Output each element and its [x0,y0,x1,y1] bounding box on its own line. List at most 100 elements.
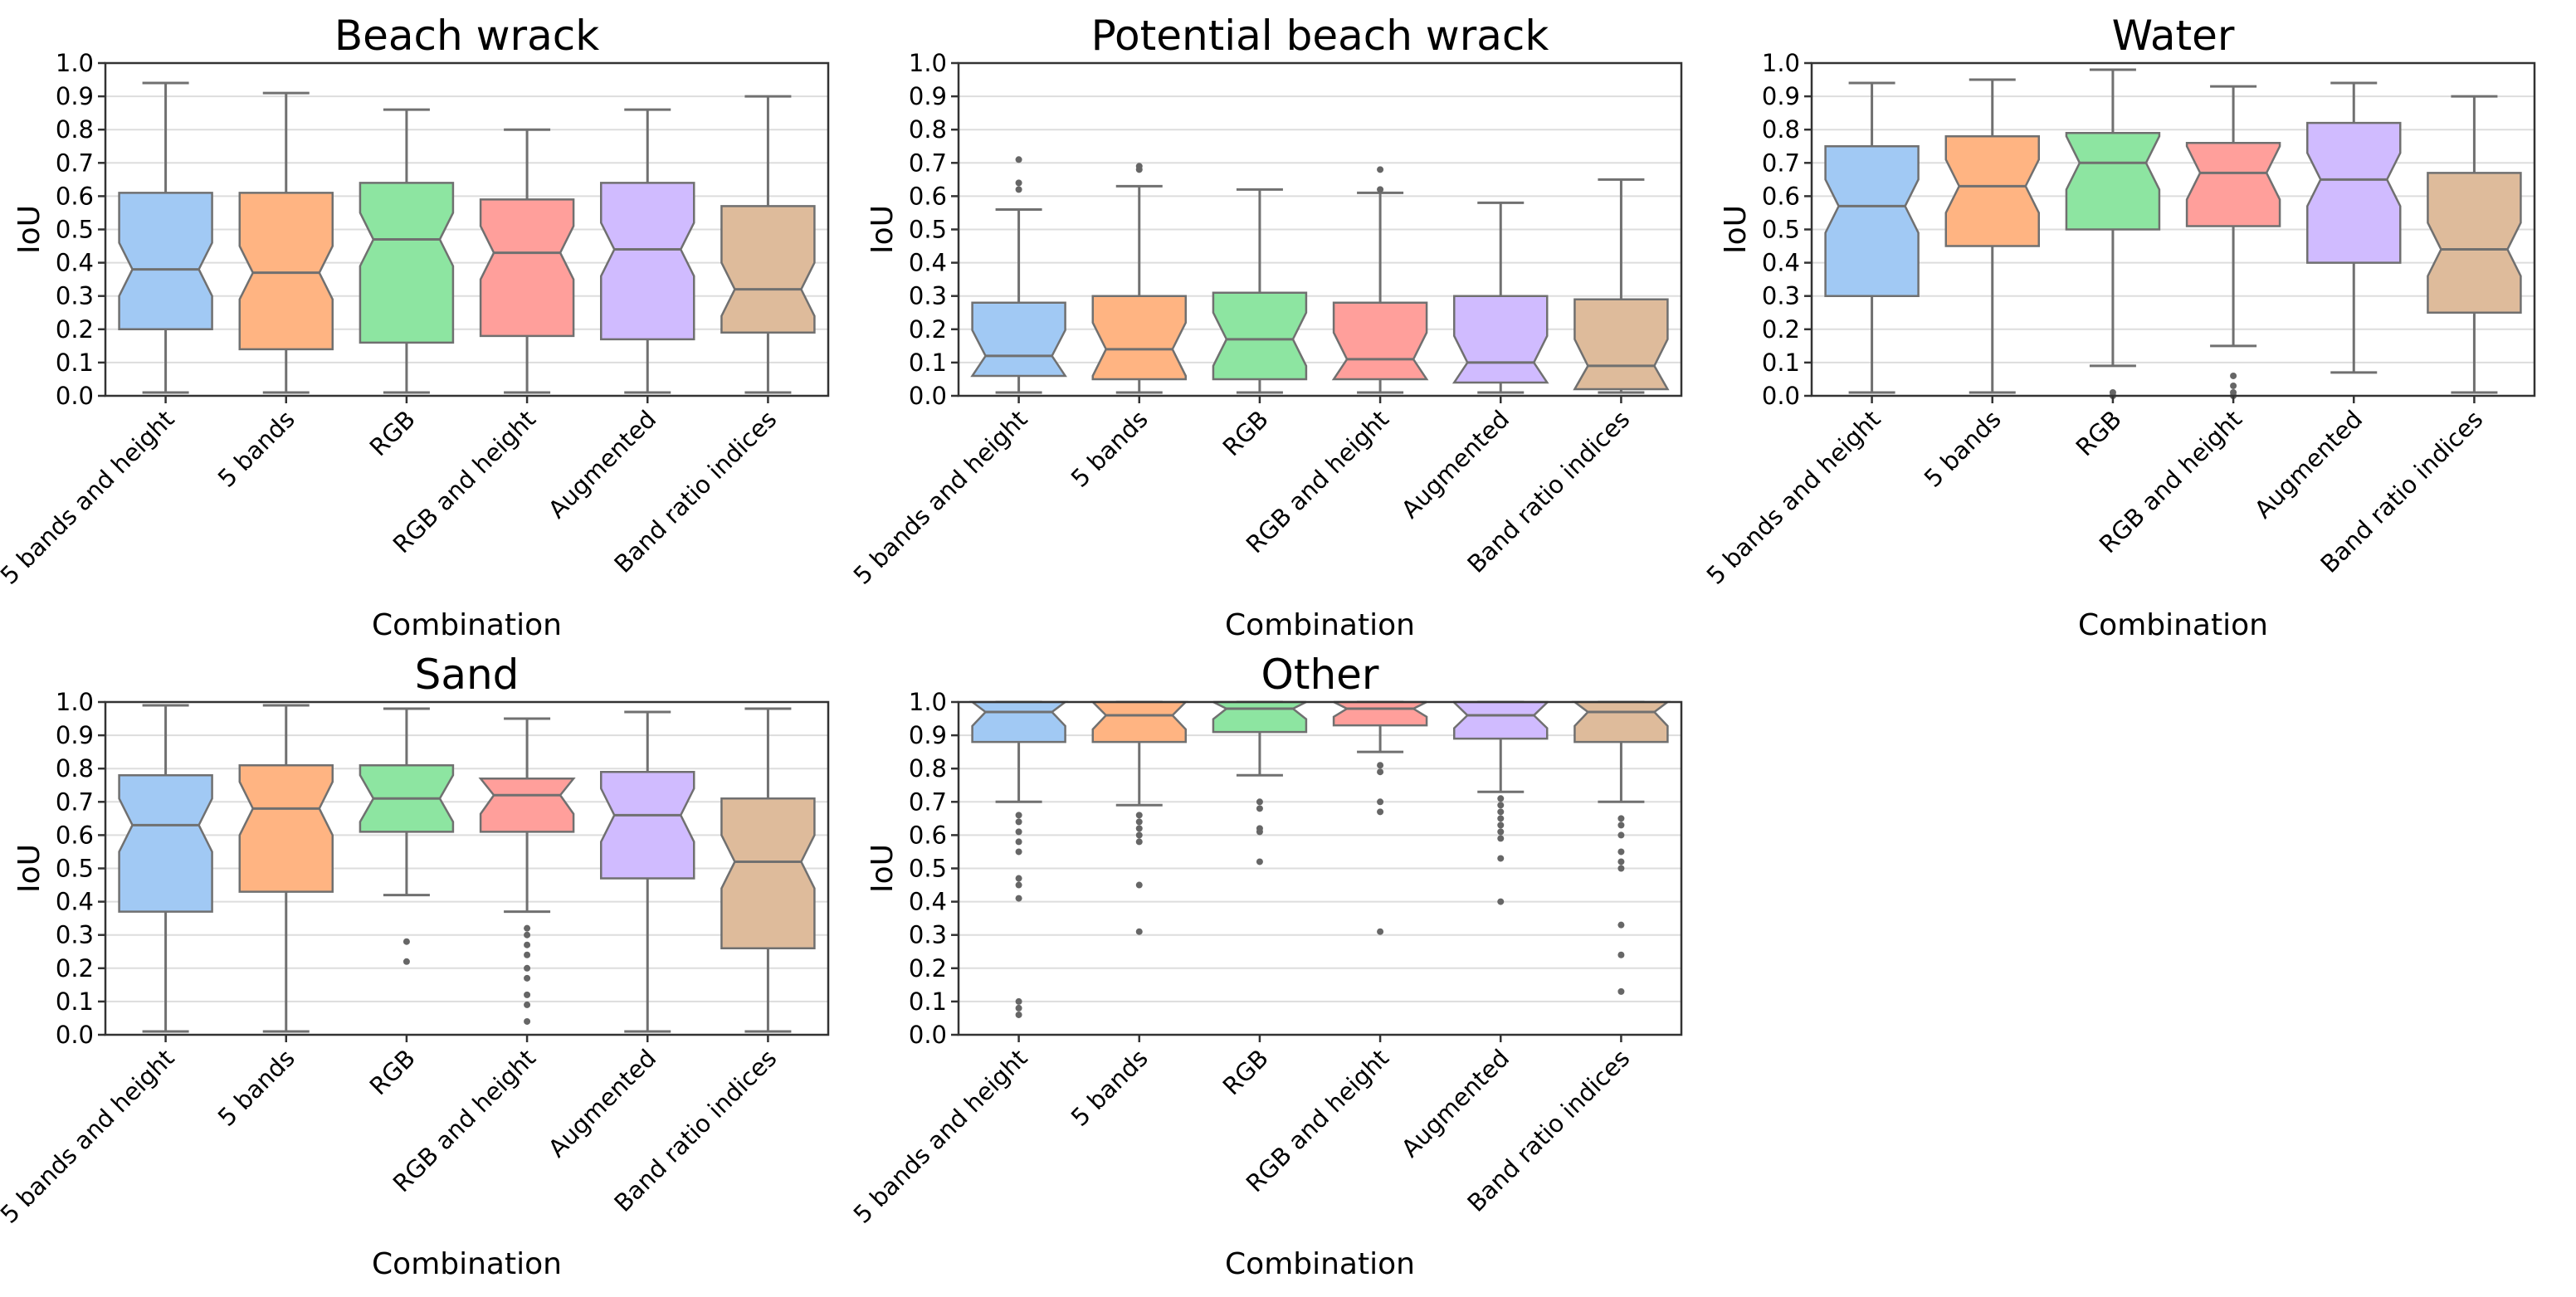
x-tick-label: 5 bands and height [0,405,180,590]
y-tick-label: 0.4 [909,888,947,916]
y-axis-label: IoU [12,205,46,254]
box-body [1212,291,1308,381]
x-tick-label: 5 bands [212,1044,300,1132]
outlier-point [524,964,531,972]
outlier-point [524,931,531,939]
box-5-bands [238,91,334,394]
x-tick-label: 5 bands and height [0,1044,180,1229]
outlier-point [1015,1004,1022,1012]
x-tick-label: 5 bands and height [1701,405,1886,590]
x-tick-label: 5 bands [212,405,300,493]
y-tick-label: 0.7 [909,149,947,177]
y-tick-label: 0.5 [56,855,94,883]
y-tick-label: 0.8 [56,754,94,783]
y-tick-label: 1.0 [909,49,947,77]
y-tick-label: 0.6 [909,182,947,210]
box-rgb-and-height [1332,700,1428,935]
y-tick-label: 1.0 [56,688,94,716]
box-5-bands-and-height [970,156,1067,394]
outlier-point [524,1017,531,1025]
outlier-point [1377,762,1384,769]
y-tick-label: 0.4 [1762,249,1800,277]
x-tick-label: RGB [1217,1044,1274,1100]
outlier-point [1377,166,1384,173]
box-body [118,192,213,331]
outlier-point [1015,828,1022,836]
outlier-point [1617,921,1625,929]
y-tick-label: 0.9 [909,721,947,749]
y-tick-label: 0.9 [56,82,94,110]
y-tick-label: 0.6 [1762,182,1800,210]
outlier-point [1015,818,1022,826]
y-axis-label: IoU [866,844,900,893]
box-5-bands-and-height [968,700,1069,1018]
box-body [478,777,576,833]
box-body [2065,131,2161,231]
y-tick-label: 0.1 [909,987,947,1016]
y-tick-label: 0.0 [1762,382,1800,410]
box-body [1944,134,2040,247]
outlier-point [1377,768,1384,776]
outlier-point [1497,855,1505,862]
outlier-point [1497,815,1505,822]
x-axis-label: Combination [372,608,562,642]
y-tick-label: 0.7 [1762,149,1800,177]
outlier-point [1497,802,1505,809]
outlier-point [1135,881,1143,889]
y-tick-label: 0.8 [909,754,947,783]
outlier-point [1015,156,1022,163]
box-rgb-and-height [1331,166,1429,394]
chart-title: Sand [415,651,520,699]
y-tick-label: 0.8 [909,115,947,144]
box-augmented [1453,700,1549,905]
x-tick-label: 5 bands and height [848,1044,1033,1229]
y-tick-label: 0.8 [56,115,94,144]
outlier-point [524,991,531,998]
box-body [1212,700,1308,734]
box-body [968,700,1069,744]
box-body [600,182,695,341]
chart-title: Beach wrack [334,12,599,60]
box-rgb-and-height [479,128,575,394]
outlier-point [1377,798,1384,806]
box-rgb [1212,188,1308,394]
box-rgb [359,707,455,965]
outlier-point [1617,951,1625,958]
y-tick-label: 1.0 [56,49,94,77]
box-band-ratio-indices [1573,178,1670,394]
outlier-point [1015,1011,1022,1018]
box-rgb [2065,68,2161,399]
y-tick-label: 0.3 [56,921,94,949]
box-rgb [1212,700,1308,865]
y-tick-label: 0.9 [56,721,94,749]
box-body [238,192,334,351]
y-tick-label: 0.2 [909,954,947,983]
box-augmented [600,108,695,394]
x-tick-label: 5 bands and height [848,405,1033,590]
box-body [118,773,213,913]
outlier-point [1377,186,1384,193]
outlier-point [1256,858,1263,865]
outlier-point [1015,812,1022,819]
outlier-point [402,958,410,965]
y-tick-label: 0.4 [56,249,94,277]
outlier-point [1497,835,1505,842]
outlier-point [1015,848,1022,856]
y-tick-label: 0.6 [56,821,94,849]
outlier-point [524,924,531,932]
y-tick-label: 0.7 [909,787,947,816]
y-tick-label: 0.3 [909,282,947,310]
outlier-point [524,1001,531,1008]
x-tick-label: RGB [364,405,421,461]
box-band-ratio-indices [720,95,816,394]
y-tick-label: 0.1 [1762,349,1800,377]
y-tick-label: 0.5 [1762,216,1800,244]
y-tick-label: 0.7 [56,787,94,816]
outlier-point [1135,812,1143,819]
y-tick-label: 0.9 [909,82,947,110]
y-tick-label: 0.0 [909,382,947,410]
outlier-point [1497,808,1505,816]
box-rgb-and-height [2185,85,2281,399]
box-body [1451,295,1549,384]
box-rgb-and-height [478,717,576,1025]
